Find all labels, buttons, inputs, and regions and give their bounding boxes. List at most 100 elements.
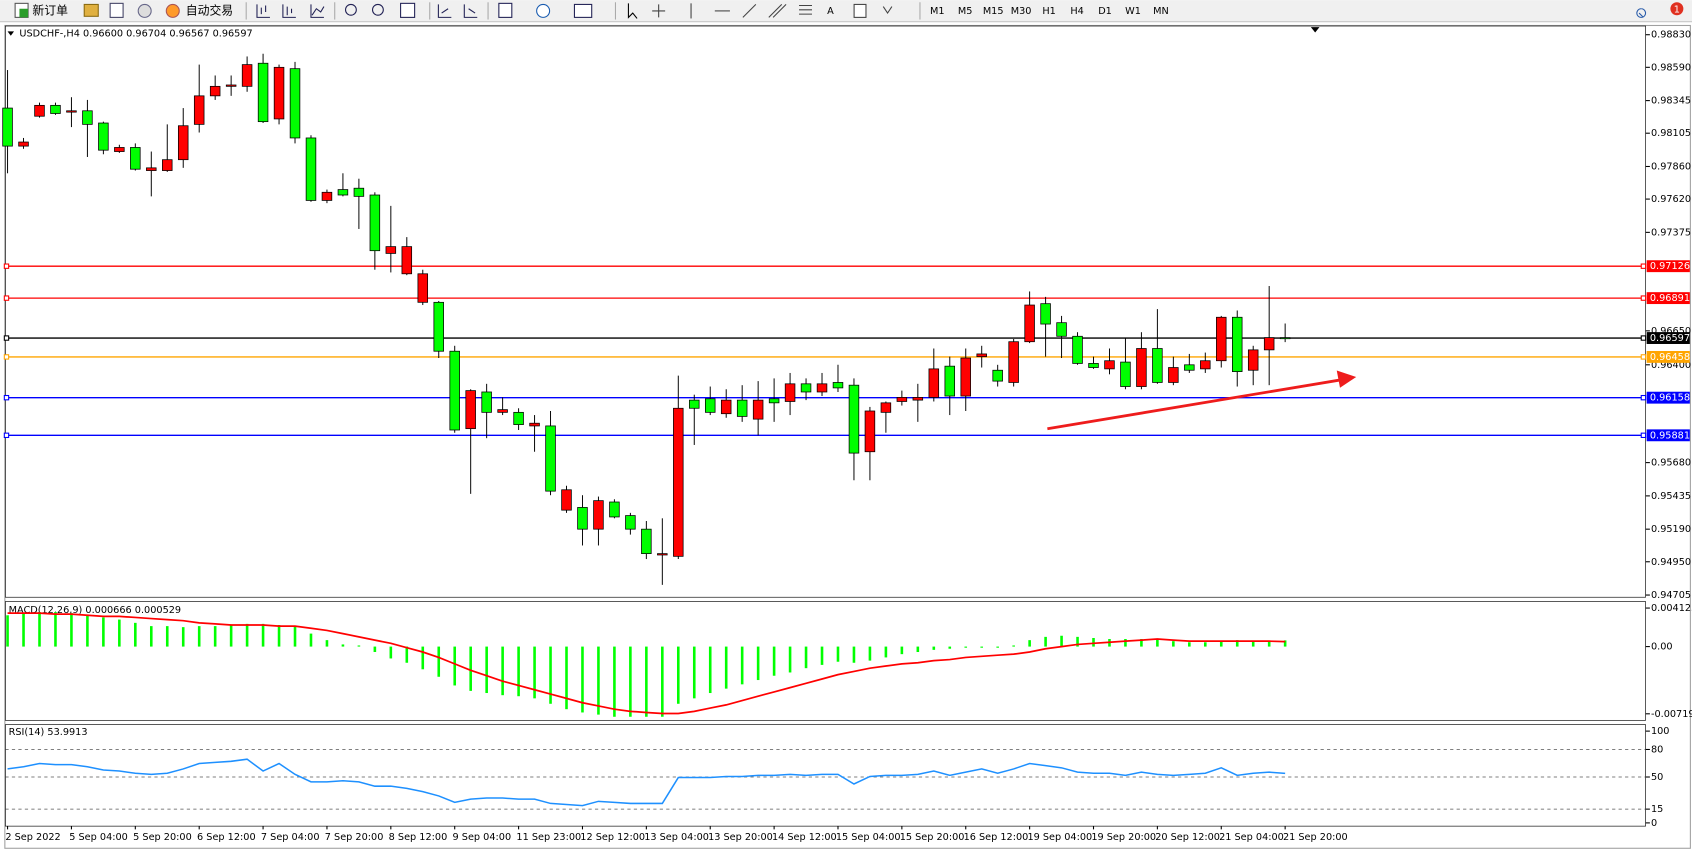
level-handle [1640, 263, 1647, 269]
level-handle [1640, 335, 1647, 341]
y-tick-label: 80 [1651, 744, 1663, 755]
macd-bar [197, 626, 201, 647]
macd-bar [868, 646, 872, 661]
y-tick-label: 0.95435 [1651, 491, 1691, 502]
y-tick-label: 0 [1651, 818, 1657, 829]
x-tick-label: 19 Sep 20:00 [1091, 832, 1156, 843]
macd-bar [245, 623, 249, 647]
templates-button[interactable] [573, 3, 593, 18]
macd-bar [229, 624, 233, 647]
y-tick-label: 100 [1651, 726, 1670, 737]
macd-bar [373, 646, 377, 653]
toolbar-button[interactable] [137, 3, 152, 18]
level-label: 0.96891 [1650, 293, 1690, 304]
auto-trading-label[interactable]: 自动交易 [186, 3, 233, 17]
candle-body [1040, 303, 1051, 325]
timeframe-button[interactable]: D1 [1098, 6, 1112, 17]
scroll-button[interactable] [437, 4, 452, 18]
text-tool[interactable]: A [827, 6, 834, 17]
candle-body [561, 489, 572, 511]
x-tick-label: 5 Sep 04:00 [69, 832, 128, 843]
timeframe-button[interactable]: M30 [1011, 6, 1032, 17]
main-plot-area [5, 25, 1646, 598]
timeframe-button[interactable]: M1 [930, 6, 945, 17]
macd-bar [1156, 639, 1159, 647]
candle-body [146, 167, 157, 171]
toolbar-icons: A [14, 2, 1684, 20]
macd-bar [932, 646, 936, 650]
fibo-button[interactable] [799, 4, 812, 15]
timeframe-button[interactable]: H1 [1042, 6, 1055, 17]
label-tool[interactable] [853, 3, 867, 18]
x-tick-label: 13 Sep 20:00 [708, 832, 773, 843]
chart-info: USDCHF-,H4 0.96600 0.96704 0.96567 0.965… [19, 29, 252, 40]
macd-bar [820, 646, 824, 665]
candle-chart-button[interactable] [282, 4, 296, 18]
level-label: 0.97126 [1650, 261, 1690, 272]
candle-body [241, 64, 253, 87]
macd-bar [980, 646, 984, 648]
y-tick-label: 0.97375 [1651, 227, 1691, 238]
line-chart-button[interactable] [310, 4, 325, 18]
candle-body [657, 553, 668, 556]
macd-bar [1124, 639, 1127, 647]
toolbar-button[interactable] [83, 3, 99, 17]
candle-body [417, 273, 429, 303]
macd-bar [6, 615, 9, 647]
timeframe-button[interactable]: M15 [983, 6, 1004, 17]
candle-body [401, 246, 413, 275]
macd-bar [277, 624, 281, 647]
candle-body [289, 68, 301, 139]
tile-button[interactable] [400, 2, 416, 18]
macd-bar [309, 633, 313, 647]
candle-body [82, 110, 93, 125]
channel-button[interactable] [768, 4, 787, 18]
x-tick-label: 19 Sep 04:00 [1027, 832, 1092, 843]
candle-body [513, 411, 524, 425]
candle-body [18, 141, 29, 147]
y-tick-label: 0.95680 [1651, 458, 1691, 469]
zoom-out-button[interactable] [371, 3, 384, 16]
toolbar-button[interactable] [109, 2, 124, 18]
x-tick-label: 11 Sep 23:00 [516, 832, 581, 843]
candle-body [896, 397, 908, 402]
zoom-in-button[interactable] [344, 3, 357, 16]
candle-body [976, 353, 987, 358]
timeframe-button[interactable]: MN [1153, 6, 1169, 17]
timeframe-button[interactable]: W1 [1125, 6, 1141, 17]
arrow-shaft [1047, 378, 1340, 431]
auto-trading-icon[interactable] [165, 3, 180, 18]
arrows-tool[interactable] [882, 6, 893, 15]
candle-body [433, 301, 444, 352]
search-button[interactable] [1636, 8, 1647, 18]
macd-bar [900, 646, 904, 655]
candle-body [1120, 361, 1131, 387]
candle-body [305, 137, 317, 201]
macd-bar [916, 646, 920, 653]
macd-bar [118, 619, 121, 647]
crosshair-button[interactable] [652, 4, 666, 18]
macd-bar [1044, 636, 1047, 647]
new-order-label[interactable]: 新订单 [32, 3, 68, 17]
candle-body [257, 62, 269, 123]
indicators-button[interactable] [498, 2, 513, 18]
level-label: 0.96458 [1650, 352, 1690, 363]
macd-bar [213, 626, 217, 647]
bar-chart-button[interactable] [256, 4, 270, 18]
rsi-line [7, 758, 1286, 807]
macd-bar [517, 646, 520, 697]
timeframe-button[interactable]: M5 [958, 6, 973, 17]
cursor-button[interactable] [627, 3, 638, 19]
shift-button[interactable] [463, 4, 478, 18]
timeframe-button[interactable]: H4 [1070, 6, 1083, 17]
trendline-button[interactable] [742, 4, 757, 18]
macd-bar [501, 646, 504, 696]
periods-button[interactable] [536, 3, 551, 18]
candle-body [385, 246, 397, 254]
x-tick-label: 21 Sep 20:00 [1283, 832, 1348, 843]
candle-body [609, 501, 620, 518]
level-label: 0.96158 [1650, 393, 1690, 404]
candle-body [832, 382, 844, 389]
candle-body [912, 397, 924, 401]
notification-badge[interactable] [1670, 2, 1684, 16]
